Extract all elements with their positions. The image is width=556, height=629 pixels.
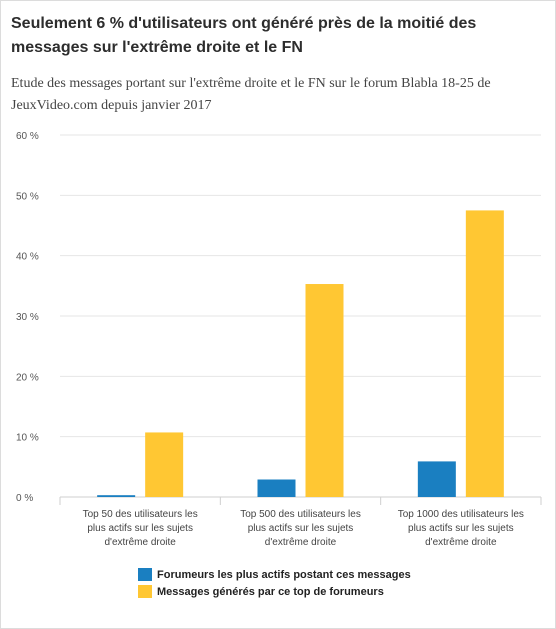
x-category-label: Top 1000 des utilisateurs les plus actifs… [398, 509, 524, 548]
bar-messages[interactable] [145, 432, 184, 497]
legend-swatch-yellow [138, 585, 152, 598]
x-category-label: Top 500 des utilisateurs les plus actifs … [240, 509, 361, 548]
legend-item-messages[interactable]: Messages générés par ce top de forumeurs [138, 583, 411, 600]
y-tick-label: 30 % [16, 312, 39, 323]
y-tick-label: 50 % [16, 191, 39, 202]
bar-messages[interactable] [305, 284, 344, 497]
bar-messages[interactable] [465, 210, 504, 497]
x-category-label: Top 50 des utilisateurs les plus actifs s… [83, 509, 198, 548]
bar-forumeurs[interactable] [417, 461, 456, 497]
y-tick-label: 40 % [16, 252, 39, 263]
bar-forumeurs[interactable] [97, 495, 136, 497]
y-tick-label: 20 % [16, 372, 39, 383]
legend-swatch-blue [138, 568, 152, 581]
y-tick-label: 10 % [16, 433, 39, 444]
y-tick-label: 60 % [16, 131, 39, 142]
chart-subtitle: Etude des messages portant sur l'extrême… [11, 76, 491, 113]
chart-title: Seulement 6 % d'utilisateurs ont généré … [11, 15, 477, 56]
legend: Forumeurs les plus actifs postant ces me… [138, 566, 411, 600]
y-tick-label: 0 % [16, 493, 33, 504]
legend-label: Messages générés par ce top de forumeurs [157, 585, 384, 598]
bar-forumeurs[interactable] [257, 479, 296, 497]
legend-label: Forumeurs les plus actifs postant ces me… [157, 568, 411, 581]
legend-item-forumeurs[interactable]: Forumeurs les plus actifs postant ces me… [138, 566, 411, 583]
